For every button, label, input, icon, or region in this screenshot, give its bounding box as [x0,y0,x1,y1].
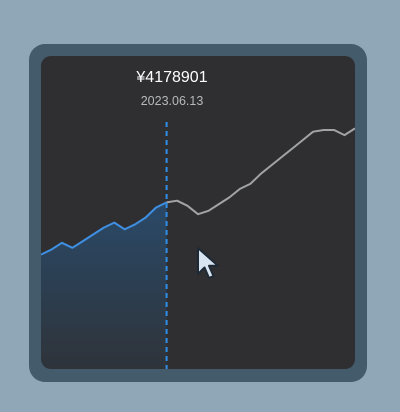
chart-card[interactable]: ¥4178901 2023.06.13 [41,56,355,369]
date-value: 2023.06.13 [140,94,204,108]
series-line-future [166,127,355,216]
price-value: ¥4178901 [136,69,208,86]
series-line-past [41,201,168,256]
series-area-fill [41,202,167,369]
price-chart[interactable] [41,56,355,369]
mouse-pointer-icon [197,247,219,279]
price-readout: ¥4178901 2023.06.13 [41,68,303,109]
